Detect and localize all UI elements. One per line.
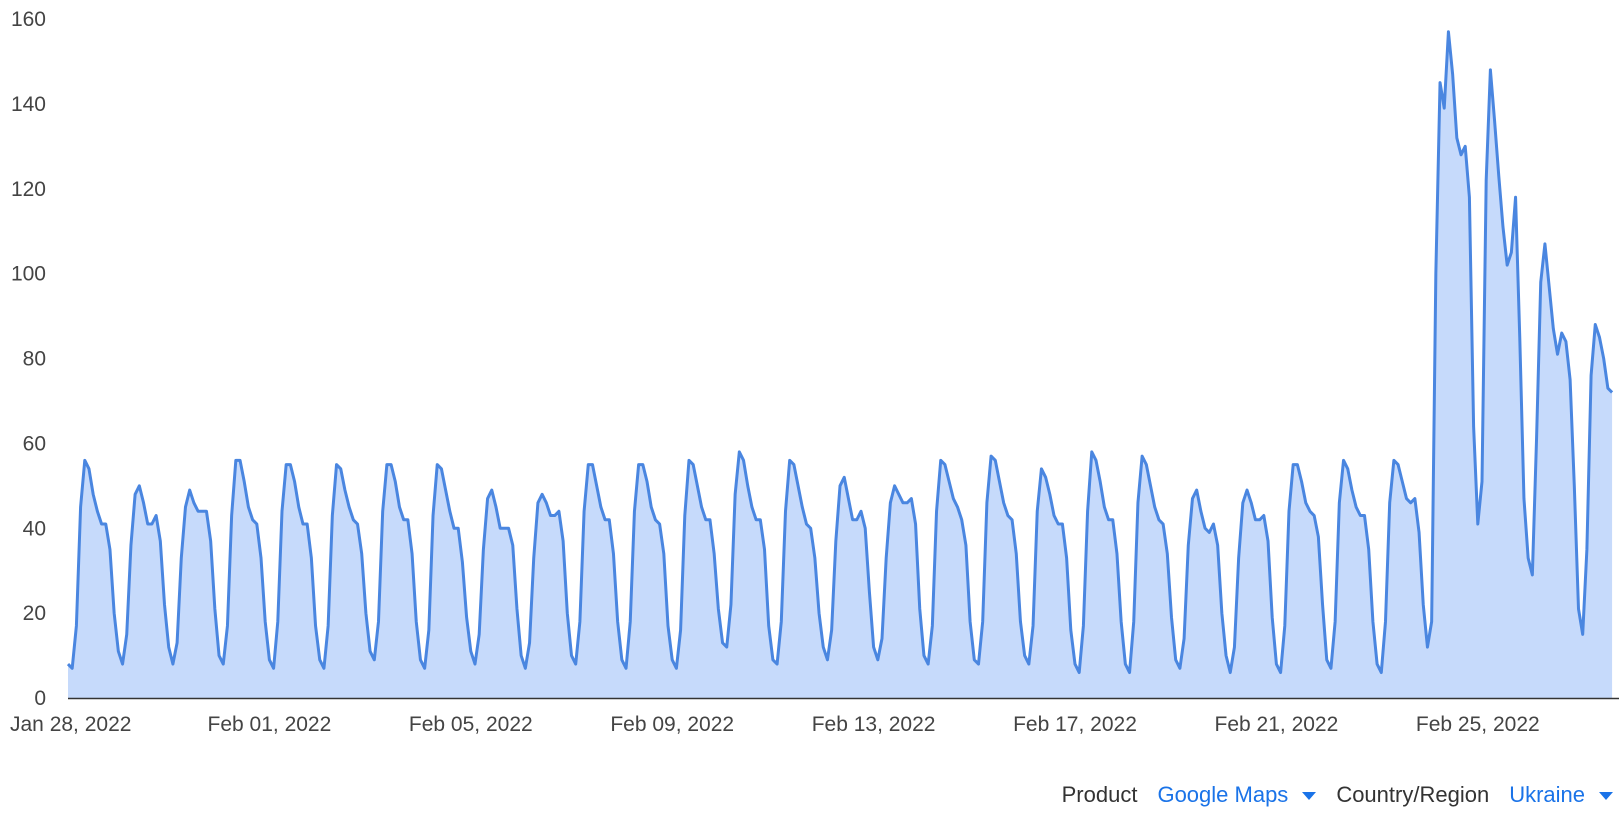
y-tick-label: 20	[23, 602, 46, 625]
traffic-chart: 0 20 40 60 80 100 120 140 160 Jan 28, 2022 Feb 01…	[10, 8, 1619, 736]
y-tick-label: 120	[11, 178, 46, 201]
y-tick-label: 160	[11, 8, 46, 31]
x-tick-label: Feb 13, 2022	[812, 713, 936, 736]
dropdown-arrow-icon	[1599, 792, 1613, 800]
x-tick-label: Feb 01, 2022	[208, 713, 332, 736]
x-tick-label: Feb 21, 2022	[1215, 713, 1339, 736]
series-area	[68, 31, 1613, 699]
y-tick-label: 100	[11, 263, 46, 286]
y-tick-label: 60	[23, 432, 46, 455]
y-axis-ticks: 0 20 40 60 80 100 120 140 160	[11, 8, 46, 710]
x-tick-label: Feb 17, 2022	[1013, 713, 1137, 736]
product-dropdown[interactable]: Google Maps	[1157, 782, 1317, 808]
y-tick-label: 0	[34, 687, 46, 710]
product-label: Product	[1061, 782, 1138, 807]
y-tick-label: 40	[23, 517, 46, 540]
x-tick-label: Feb 05, 2022	[409, 713, 533, 736]
x-axis-ticks: Jan 28, 2022 Feb 01, 2022 Feb 05, 2022 Feb …	[10, 713, 1540, 736]
y-tick-label: 80	[23, 348, 46, 371]
product-dropdown-value: Google Maps	[1157, 782, 1289, 807]
region-dropdown[interactable]: Ukraine	[1509, 782, 1613, 808]
x-tick-label: Feb 09, 2022	[610, 713, 734, 736]
chart-controls: Product Google Maps Country/Region Ukrai…	[1062, 776, 1619, 814]
x-tick-label: Feb 25, 2022	[1416, 713, 1540, 736]
dropdown-arrow-icon	[1302, 792, 1317, 800]
region-label: Country/Region	[1336, 782, 1490, 807]
y-tick-label: 140	[11, 93, 46, 116]
region-dropdown-value: Ukraine	[1509, 782, 1585, 807]
x-tick-label: Jan 28, 2022	[10, 713, 131, 736]
series-line	[66, 30, 1614, 675]
